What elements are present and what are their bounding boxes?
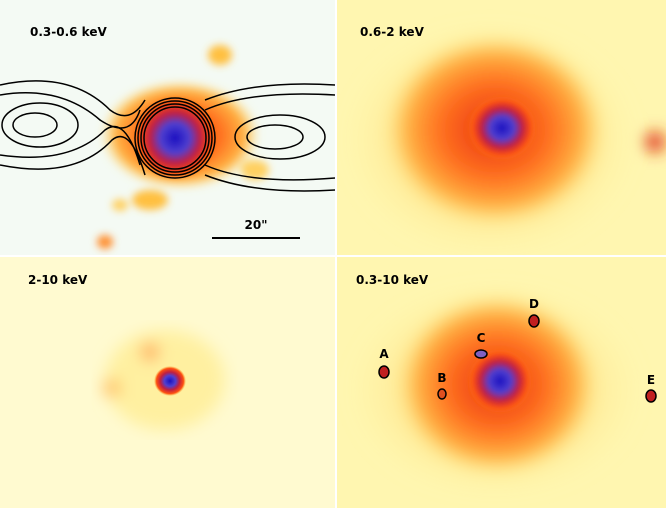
panel-full: A B C D E 0.3-10 keV (337, 257, 666, 508)
source-core (468, 96, 536, 160)
source-core (468, 349, 532, 413)
panel-hard: 2-10 keV (0, 257, 335, 508)
source-core (154, 366, 186, 396)
panel-soft: 20" 0.3-0.6 keV (0, 0, 335, 255)
source-label: B (437, 371, 446, 385)
scale-label: 20" (245, 218, 268, 232)
panel-label: 2-10 keV (28, 273, 88, 287)
figure: 20" 0.3-0.6 keV 0.6-2 keV 2-10 keV (0, 0, 666, 508)
source-core (133, 96, 217, 180)
panel-label: 0.3-10 keV (356, 273, 429, 287)
source-marker (529, 315, 539, 327)
source-label: D (529, 297, 539, 311)
source-label: C (477, 331, 486, 345)
source-label: A (379, 347, 389, 361)
panel-label: 0.3-0.6 keV (30, 25, 107, 39)
source-marker (646, 390, 656, 402)
source-marker (379, 366, 389, 378)
panel-medium: 0.6-2 keV (337, 0, 666, 260)
source-label: E (647, 373, 655, 387)
panel-label: 0.6-2 keV (360, 25, 425, 39)
source-marker (438, 389, 446, 399)
source-marker (475, 350, 487, 358)
